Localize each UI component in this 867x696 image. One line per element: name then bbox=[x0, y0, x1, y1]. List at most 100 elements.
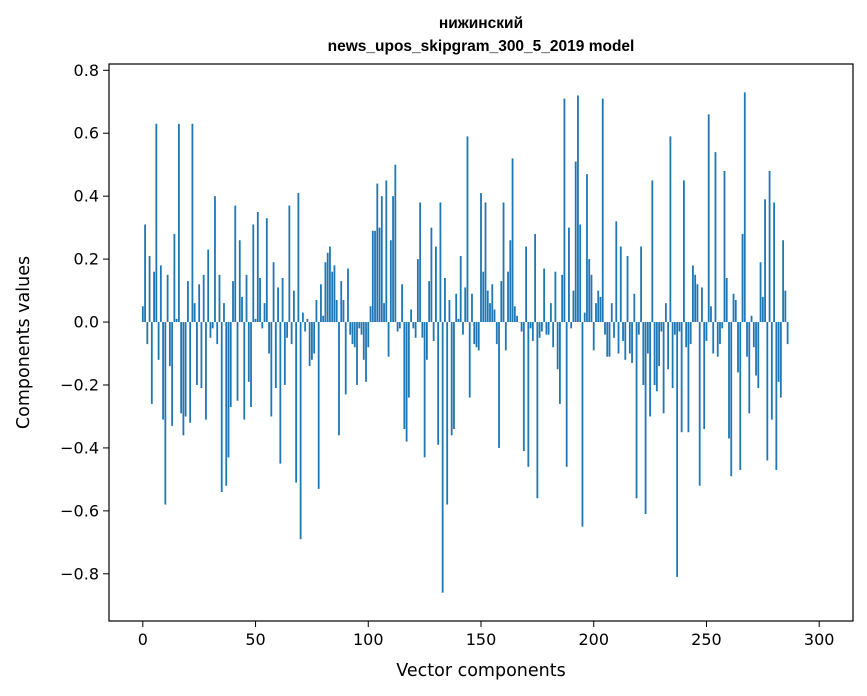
bar-20 bbox=[187, 281, 189, 323]
bar-60 bbox=[277, 287, 279, 323]
bar-208 bbox=[610, 303, 613, 323]
bar-132 bbox=[439, 202, 442, 323]
bar-195 bbox=[581, 322, 584, 527]
bar-229 bbox=[658, 322, 661, 367]
bar-160 bbox=[502, 202, 505, 323]
bar-5 bbox=[153, 271, 155, 323]
bar-112 bbox=[394, 164, 397, 323]
bar-69 bbox=[297, 193, 300, 323]
bar-252 bbox=[710, 306, 712, 323]
bar-249 bbox=[703, 322, 706, 430]
bar-207 bbox=[608, 322, 611, 357]
bar-74 bbox=[308, 322, 311, 367]
bar-172 bbox=[529, 322, 532, 329]
bar-254 bbox=[714, 152, 717, 323]
bar-15 bbox=[175, 318, 178, 323]
bar-116 bbox=[403, 322, 406, 430]
bar-193 bbox=[577, 95, 579, 323]
bar-92 bbox=[349, 322, 352, 335]
bar-238 bbox=[678, 322, 681, 332]
x-tick-label: 300 bbox=[804, 630, 835, 649]
bar-141 bbox=[459, 255, 462, 323]
bar-284 bbox=[782, 240, 785, 323]
bar-258 bbox=[723, 170, 726, 323]
bar-265 bbox=[739, 322, 742, 470]
bar-203 bbox=[599, 296, 602, 323]
bar-41 bbox=[234, 205, 237, 323]
bar-245 bbox=[694, 274, 697, 323]
bar-11 bbox=[166, 274, 169, 323]
x-axis-ticks: 0 50 100 150 200 250 300 bbox=[138, 621, 835, 649]
bar-237 bbox=[676, 322, 679, 577]
bar-82 bbox=[326, 252, 329, 323]
x-tick-label: 0 bbox=[138, 630, 148, 649]
bar-221 bbox=[640, 246, 642, 323]
bar-49 bbox=[252, 224, 255, 323]
bar-40 bbox=[232, 281, 234, 323]
bar-12 bbox=[168, 322, 171, 367]
bar-194 bbox=[579, 224, 582, 323]
bar-255 bbox=[716, 322, 719, 357]
bar-220 bbox=[637, 322, 640, 335]
bar-177 bbox=[540, 322, 543, 332]
bar-224 bbox=[646, 322, 649, 354]
bar-158 bbox=[498, 322, 500, 448]
x-tick-label: 100 bbox=[353, 630, 384, 649]
bar-79 bbox=[320, 284, 322, 323]
bar-117 bbox=[405, 322, 408, 442]
bar-260 bbox=[728, 322, 730, 439]
bar-205 bbox=[604, 322, 606, 335]
bar-98 bbox=[362, 322, 365, 360]
bar-39 bbox=[229, 322, 232, 408]
bar-55 bbox=[265, 218, 268, 323]
bar-259 bbox=[725, 277, 728, 323]
bar-62 bbox=[281, 277, 284, 323]
bar-280 bbox=[773, 202, 775, 323]
chart-title-line-2: news_upos_skipgram_300_5_2019 model bbox=[328, 38, 635, 55]
y-tick-label: −0.2 bbox=[60, 375, 99, 394]
bar-109 bbox=[387, 322, 390, 357]
bar-91 bbox=[347, 268, 349, 323]
bar-100 bbox=[367, 322, 370, 348]
bar-140 bbox=[457, 318, 460, 323]
bar-242 bbox=[687, 322, 690, 433]
bar-161 bbox=[504, 322, 507, 351]
bar-233 bbox=[667, 322, 670, 370]
bar-38 bbox=[227, 322, 230, 458]
bar-127 bbox=[428, 281, 431, 323]
bar-6 bbox=[155, 123, 158, 323]
bar-139 bbox=[455, 293, 458, 323]
bar-8 bbox=[159, 265, 162, 323]
bar-283 bbox=[779, 322, 782, 398]
bar-102 bbox=[371, 230, 374, 323]
bar-31 bbox=[211, 322, 214, 329]
bar-217 bbox=[631, 322, 633, 363]
bar-115 bbox=[401, 284, 403, 323]
y-axis-label: Components values bbox=[14, 256, 34, 429]
bar-227 bbox=[653, 322, 656, 385]
bar-282 bbox=[777, 322, 780, 382]
bar-209 bbox=[613, 322, 615, 338]
bar-118 bbox=[407, 322, 410, 398]
chart-title: нижинский news_upos_skipgram_300_5_2019 … bbox=[328, 15, 635, 55]
bar-183 bbox=[554, 271, 557, 323]
bar-240 bbox=[683, 180, 685, 323]
bar-1 bbox=[144, 224, 146, 323]
bar-200 bbox=[592, 322, 595, 351]
bar-154 bbox=[489, 303, 491, 323]
bar-241 bbox=[685, 322, 688, 348]
bar-171 bbox=[527, 322, 530, 467]
y-tick-label: 0.0 bbox=[74, 313, 99, 332]
bar-24 bbox=[196, 322, 198, 385]
bar-61 bbox=[279, 322, 282, 464]
bar-35 bbox=[220, 322, 223, 492]
bar-251 bbox=[707, 114, 710, 323]
bar-261 bbox=[730, 322, 733, 477]
bar-156 bbox=[493, 309, 496, 323]
bar-223 bbox=[644, 322, 647, 515]
bar-239 bbox=[680, 322, 683, 433]
bar-232 bbox=[664, 303, 667, 323]
bar-45 bbox=[243, 322, 246, 420]
bar-series bbox=[141, 92, 789, 593]
bar-111 bbox=[392, 196, 394, 323]
